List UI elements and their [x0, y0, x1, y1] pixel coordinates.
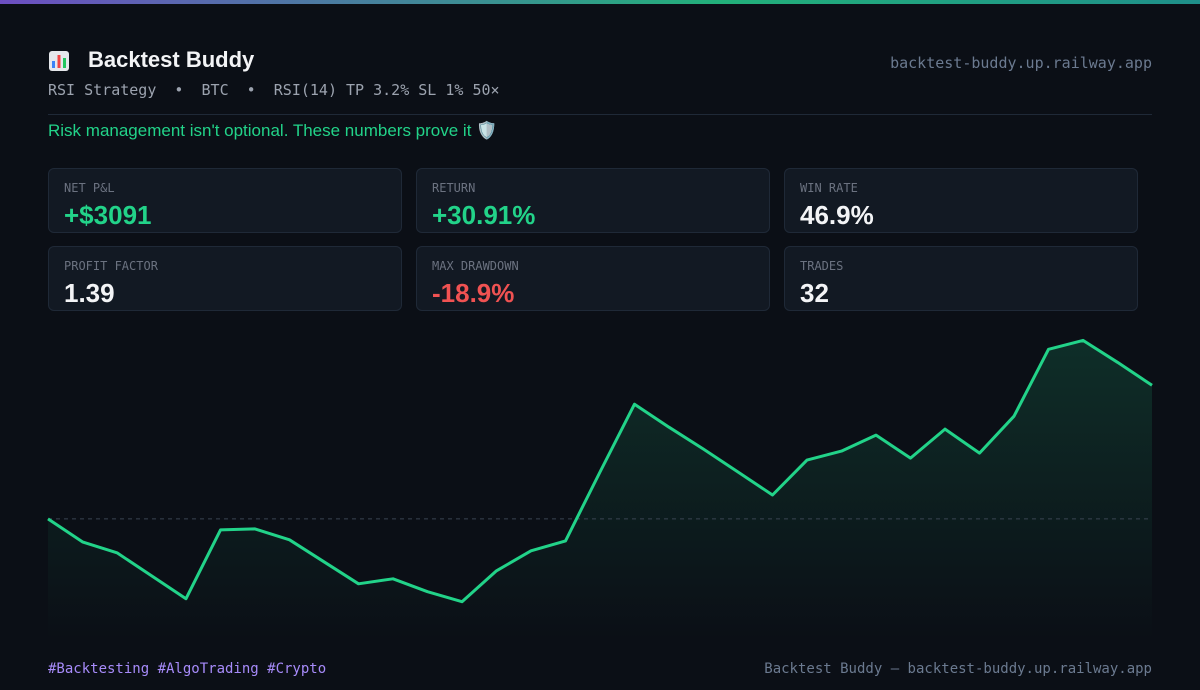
stat-card: NET P&L +$3091: [48, 168, 402, 233]
stat-label: WIN RATE: [800, 181, 858, 195]
app-title: Backtest Buddy: [88, 47, 255, 72]
stat-label: TRADES: [800, 259, 844, 273]
stat-value: +30.91%: [432, 200, 536, 230]
stat-card: WIN RATE 46.9%: [784, 168, 1138, 233]
equity-line: [47, 338, 1153, 604]
stat-value: 46.9%: [800, 200, 874, 230]
stat-value: 32: [800, 278, 829, 308]
logo-icon: [49, 51, 69, 71]
stat-card: MAX DRAWDOWN -18.9%: [416, 246, 770, 311]
hashtags: #Backtesting #AlgoTrading #Crypto: [48, 661, 327, 677]
stat-card: TRADES 32: [784, 246, 1138, 311]
equity-chart: [47, 338, 1153, 640]
divider: [48, 114, 1152, 115]
tagline: Risk management isn't optional. These nu…: [48, 121, 498, 140]
stat-label: RETURN: [432, 181, 476, 195]
stat-card: RETURN +30.91%: [416, 168, 770, 233]
stat-value: -18.9%: [432, 278, 515, 308]
strategy-subtitle: RSI Strategy • BTC • RSI(14) TP 3.2% SL …: [48, 81, 500, 99]
app-url: backtest-buddy.up.railway.app: [890, 54, 1152, 72]
equity-area: [48, 340, 1152, 640]
stat-label: MAX DRAWDOWN: [432, 259, 519, 273]
stat-value: +$3091: [64, 200, 152, 230]
footer-credit: Backtest Buddy — backtest-buddy.up.railw…: [764, 661, 1152, 677]
stat-value: 1.39: [64, 278, 115, 308]
stat-card: PROFIT FACTOR 1.39: [48, 246, 402, 311]
stat-label: PROFIT FACTOR: [64, 259, 158, 273]
stat-label: NET P&L: [64, 181, 115, 195]
accent-bar: [0, 0, 1200, 4]
